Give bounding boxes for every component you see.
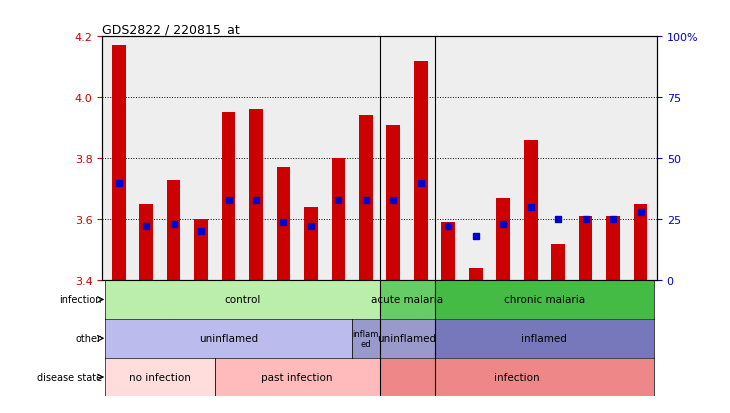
Bar <box>414 62 428 280</box>
Bar <box>380 358 654 396</box>
Bar <box>166 180 180 280</box>
Text: infection: infection <box>59 295 101 305</box>
Bar <box>359 116 373 280</box>
Bar <box>434 280 654 319</box>
Bar <box>634 204 648 280</box>
Text: uninflamed: uninflamed <box>199 333 258 344</box>
Bar <box>105 358 215 396</box>
Text: uninflamed: uninflamed <box>377 333 437 344</box>
Bar <box>496 198 510 280</box>
Bar <box>194 220 208 280</box>
Text: GDS2822 / 220815_at: GDS2822 / 220815_at <box>102 23 240 36</box>
Bar <box>105 280 380 319</box>
Bar <box>304 207 318 280</box>
Text: chronic malaria: chronic malaria <box>504 295 585 305</box>
Bar <box>579 216 593 280</box>
Text: inflamed: inflamed <box>521 333 567 344</box>
Bar <box>112 46 126 280</box>
Bar <box>331 159 345 280</box>
Bar <box>352 319 380 358</box>
Bar <box>606 216 620 280</box>
Bar <box>524 140 537 280</box>
Text: other: other <box>76 333 101 344</box>
Text: acute malaria: acute malaria <box>371 295 443 305</box>
Text: past infection: past infection <box>261 372 333 382</box>
Bar <box>380 280 434 319</box>
Bar <box>469 268 483 280</box>
Bar <box>386 125 400 280</box>
Text: infection: infection <box>494 372 539 382</box>
Bar <box>442 223 455 280</box>
Bar <box>551 244 565 280</box>
Bar <box>215 358 380 396</box>
Bar <box>277 168 291 280</box>
Bar <box>105 319 352 358</box>
Bar <box>249 110 263 280</box>
Text: inflam
ed: inflam ed <box>353 329 379 348</box>
Bar <box>434 319 654 358</box>
Text: no infection: no infection <box>129 372 191 382</box>
Bar <box>222 113 235 280</box>
Bar <box>139 204 153 280</box>
Text: control: control <box>224 295 261 305</box>
Text: disease state: disease state <box>36 372 101 382</box>
Bar <box>380 319 434 358</box>
